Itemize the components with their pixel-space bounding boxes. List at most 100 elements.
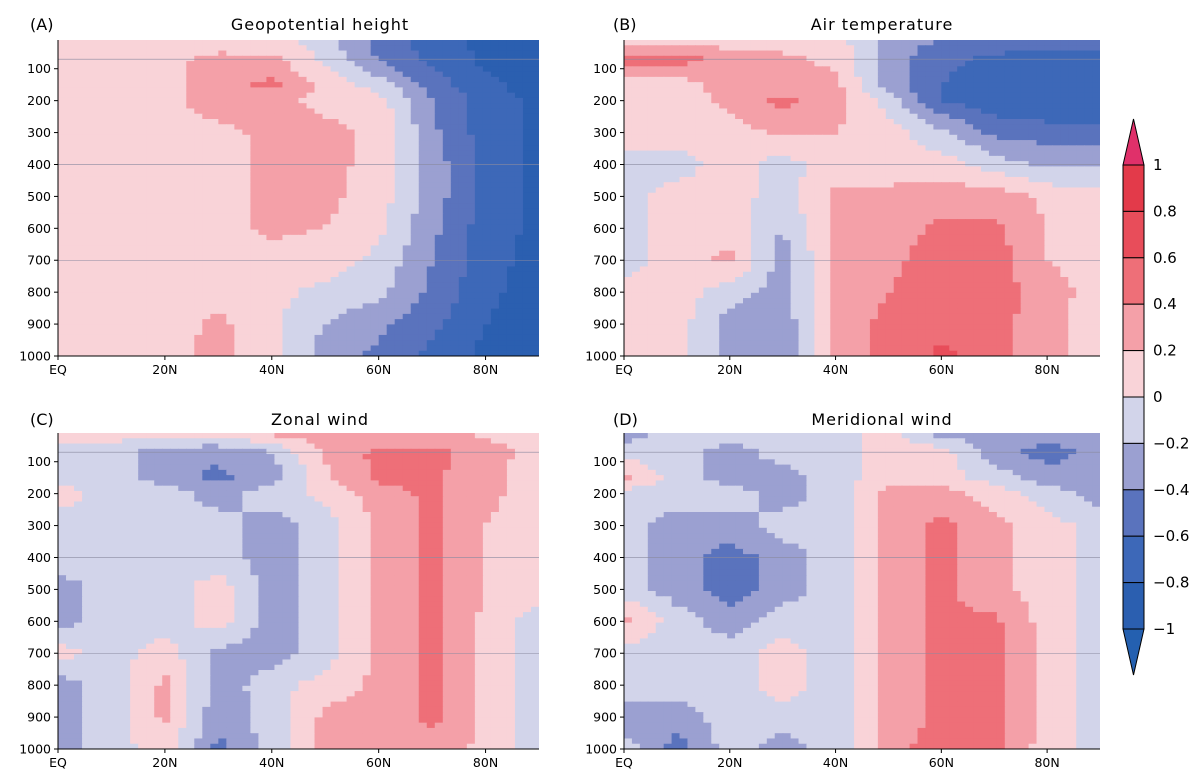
- contour-cell: [331, 266, 340, 272]
- contour-cell: [218, 240, 227, 246]
- contour-cell: [767, 156, 776, 162]
- contour-cell: [1076, 114, 1085, 120]
- contour-cell: [395, 187, 404, 193]
- contour-cell: [862, 98, 871, 104]
- contour-field: [58, 40, 540, 357]
- contour-cell: [130, 314, 139, 320]
- contour-cell: [170, 135, 179, 141]
- contour-cell: [315, 277, 324, 283]
- contour-cell: [226, 309, 235, 315]
- contour-cell: [395, 161, 404, 167]
- contour-cell: [154, 66, 163, 72]
- contour-cell: [515, 324, 524, 330]
- contour-cell: [218, 51, 227, 57]
- contour-cell: [170, 140, 179, 146]
- contour-cell: [838, 135, 847, 141]
- contour-cell: [483, 261, 492, 267]
- contour-cell: [515, 114, 524, 120]
- contour-cell: [194, 77, 203, 83]
- contour-cell: [918, 103, 927, 109]
- contour-cell: [130, 156, 139, 162]
- contour-cell: [162, 77, 171, 83]
- contour-cell: [435, 98, 444, 104]
- contour-cell: [467, 51, 476, 57]
- contour-cell: [515, 214, 524, 220]
- contour-cell: [387, 282, 396, 288]
- contour-cell: [918, 93, 927, 99]
- contour-cell: [114, 319, 123, 325]
- contour-cell: [74, 256, 83, 262]
- contour-cell: [258, 324, 267, 330]
- contour-cell: [299, 161, 308, 167]
- contour-cell: [74, 298, 83, 304]
- contour-cell: [210, 187, 219, 193]
- contour-cell: [250, 145, 259, 151]
- contour-cell: [451, 108, 460, 114]
- contour-cell: [250, 340, 259, 346]
- contour-cell: [387, 93, 396, 99]
- contour-cell: [218, 303, 227, 309]
- contour-cell: [138, 230, 147, 236]
- contour-cell: [274, 219, 283, 225]
- contour-cell: [499, 193, 508, 199]
- contour-cell: [443, 61, 452, 67]
- contour-cell: [162, 145, 171, 151]
- contour-cell: [218, 103, 227, 109]
- contour-cell: [122, 193, 131, 199]
- contour-cell: [443, 340, 452, 346]
- contour-cell: [523, 151, 532, 157]
- contour-cell: [751, 40, 760, 46]
- contour-cell: [483, 256, 492, 262]
- contour-cell: [363, 93, 372, 99]
- contour-cell: [387, 235, 396, 241]
- contour-cell: [138, 172, 147, 178]
- contour-cell: [475, 324, 484, 330]
- contour-cell: [459, 288, 468, 294]
- contour-cell: [122, 182, 131, 188]
- contour-cell: [403, 77, 412, 83]
- contour-cell: [719, 66, 728, 72]
- contour-cell: [949, 130, 958, 136]
- contour-cell: [475, 198, 484, 204]
- contour-cell: [403, 87, 412, 93]
- contour-cell: [403, 277, 412, 283]
- contour-cell: [491, 198, 500, 204]
- contour-cell: [814, 61, 823, 67]
- contour-cell: [218, 77, 227, 83]
- contour-cell: [258, 293, 267, 299]
- contour-cell: [347, 219, 356, 225]
- contour-cell: [419, 40, 428, 46]
- contour-cell: [1013, 82, 1022, 88]
- contour-cell: [282, 145, 291, 151]
- contour-cell: [894, 61, 903, 67]
- contour-cell: [114, 214, 123, 220]
- contour-cell: [981, 119, 990, 125]
- contour-cell: [226, 251, 235, 257]
- contour-cell: [66, 182, 75, 188]
- contour-cell: [122, 214, 131, 220]
- contour-cell: [138, 309, 147, 315]
- contour-cell: [918, 135, 927, 141]
- contour-cell: [379, 45, 388, 51]
- contour-cell: [347, 309, 356, 315]
- contour-cell: [82, 209, 91, 215]
- contour-cell: [632, 72, 641, 78]
- contour-cell: [186, 309, 195, 315]
- contour-cell: [162, 324, 171, 330]
- contour-cell: [664, 151, 673, 157]
- contour-cell: [1005, 82, 1014, 88]
- contour-cell: [130, 319, 139, 325]
- contour-cell: [331, 251, 340, 257]
- contour-cell: [178, 172, 187, 178]
- contour-cell: [1068, 108, 1077, 114]
- contour-cell: [371, 114, 380, 120]
- contour-cell: [435, 130, 444, 136]
- contour-cell: [981, 61, 990, 67]
- contour-cell: [154, 209, 163, 215]
- contour-cell: [138, 266, 147, 272]
- contour-cell: [1068, 61, 1077, 67]
- contour-cell: [507, 172, 516, 178]
- contour-cell: [918, 98, 927, 104]
- contour-cell: [1029, 93, 1038, 99]
- contour-cell: [918, 130, 927, 136]
